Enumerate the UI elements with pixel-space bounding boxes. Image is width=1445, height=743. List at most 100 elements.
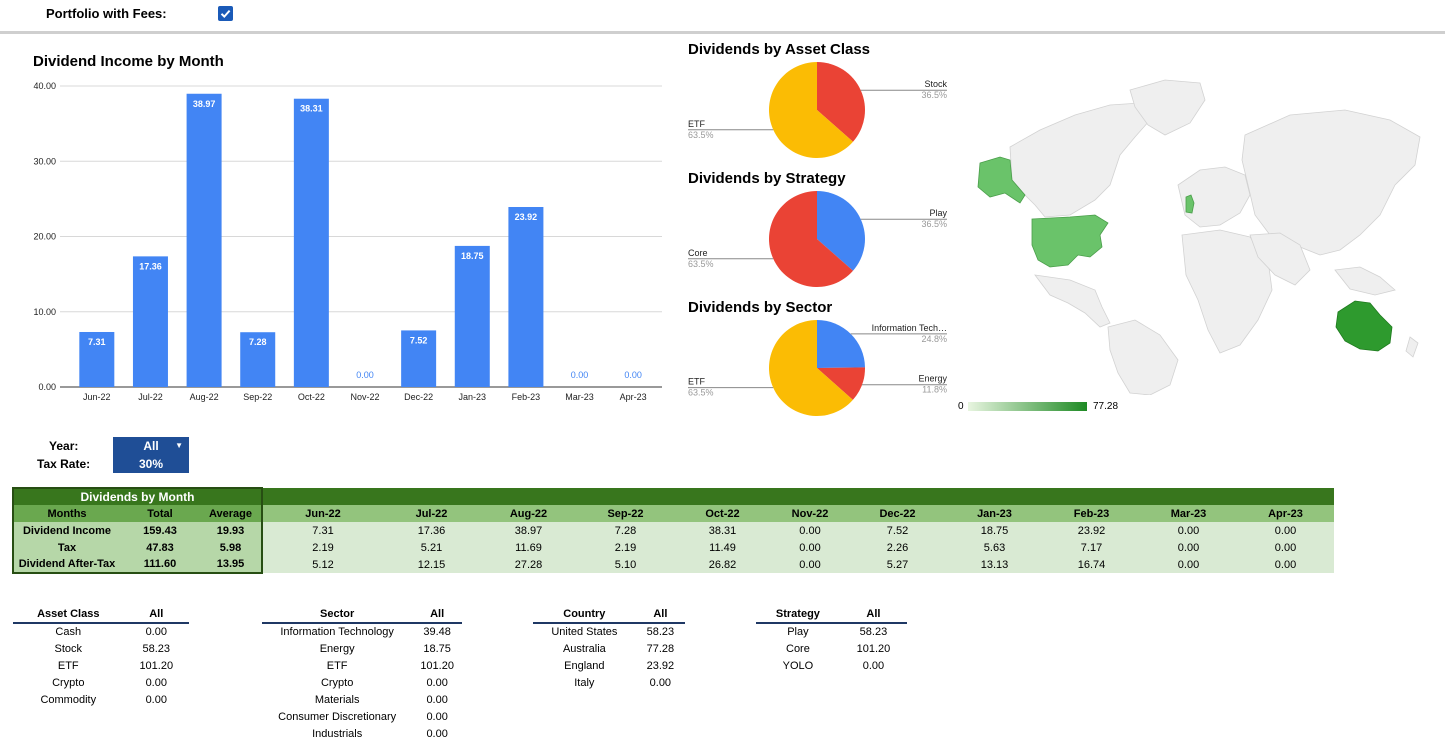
- x-tick-label: Jul-22: [138, 392, 163, 402]
- bar: [79, 331, 115, 387]
- breakdown-label: Australia: [562, 642, 606, 655]
- month-value-cell: 0.00: [1237, 522, 1334, 539]
- month-column-header: Nov-22: [771, 505, 849, 522]
- pie-slice-pct: 63.5%: [688, 388, 714, 398]
- table-row: Tax 47.83 5.98 2.19 5.21 11.69 2.19 11.49 0.00 2.…: [12, 539, 1334, 556]
- map-region-alaska: [977, 156, 1026, 204]
- summary-cell: 159.43: [120, 522, 200, 539]
- x-tick-label: Dec-22: [404, 392, 433, 402]
- map-region-england: [1185, 194, 1195, 214]
- month-value-cell: 0.00: [1237, 556, 1334, 573]
- breakdown-label: Crypto: [52, 676, 85, 689]
- month-value-cell: 11.69: [480, 539, 577, 556]
- map-region-europe: [1177, 166, 1251, 228]
- summary-cell: 13.95: [200, 556, 263, 574]
- map-region-mexico: [1034, 274, 1111, 328]
- month-value-cell: 11.49: [674, 539, 771, 556]
- strategy-table: Strategy All Play 58.23 Core 101.20 YOLO 0.00: [756, 606, 907, 674]
- breakdown-value: 0.00: [145, 676, 167, 689]
- dividends-by-month-table: Dividends by Month Months Total Average Jun-…: [12, 487, 1334, 574]
- pie-slice: [817, 320, 865, 368]
- breakdown-label: ETF: [57, 659, 79, 672]
- y-tick-label: 10.00: [33, 307, 56, 317]
- map-region-south-america: [1107, 319, 1179, 395]
- month-value-cell: 0.00: [771, 556, 849, 573]
- table-row: Core 101.20: [756, 640, 907, 657]
- year-label: Year:: [49, 439, 79, 453]
- row-label: Dividend Income: [12, 522, 120, 539]
- bar: [240, 332, 276, 387]
- breakdown-label: United States: [551, 626, 618, 638]
- breakdown-value: 0.00: [426, 710, 448, 723]
- breakdown-value: 0.00: [862, 659, 885, 672]
- tax-rate-input[interactable]: 30%: [113, 455, 189, 473]
- breakdown-header: Sector: [262, 606, 413, 624]
- month-value-cell: 12.15: [383, 556, 480, 573]
- map-region-africa: [1181, 229, 1273, 354]
- breakdown-value: 77.28: [646, 642, 675, 655]
- fees-checkbox[interactable]: [218, 6, 233, 21]
- table-row: Dividend Income 159.43 19.93 7.31 17.36 38.97…: [12, 522, 1334, 539]
- month-value-cell: 23.92: [1043, 522, 1140, 539]
- pie-slice: [817, 191, 865, 271]
- sector-table: Sector All Information Technology 39.48 Ener…: [262, 606, 462, 742]
- bar-chart-title: Dividend Income by Month: [33, 53, 224, 70]
- month-value-cell: 0.00: [1140, 539, 1237, 556]
- month-value-cell: 38.31: [674, 522, 771, 539]
- breakdown-label: YOLO: [782, 659, 814, 672]
- bar-value-label: 17.36: [139, 261, 162, 271]
- month-value-cell: 17.36: [383, 522, 480, 539]
- table-row: Information Technology 39.48: [262, 623, 462, 640]
- pie-slice-label: Stock: [924, 79, 947, 89]
- x-tick-label: Jun-22: [83, 392, 111, 402]
- checkmark-icon: [220, 9, 231, 19]
- table-row: ETF 101.20: [262, 657, 462, 674]
- table-row: England 23.92: [533, 657, 685, 674]
- pie-slice: [817, 62, 865, 142]
- table-row: Stock 58.23: [13, 640, 189, 657]
- breakdown-value: 0.00: [145, 693, 167, 706]
- year-dropdown[interactable]: All ▼: [113, 437, 189, 455]
- month-value-cell: 0.00: [1140, 522, 1237, 539]
- month-value-cell: 38.97: [480, 522, 577, 539]
- table-row: Dividend After-Tax 111.60 13.95 5.12 12.15 27…: [12, 556, 1334, 574]
- y-tick-label: 0.00: [38, 382, 56, 392]
- breakdown-label: Cash: [55, 626, 82, 638]
- map-region-south-asia: [1249, 232, 1311, 286]
- month-value-cell: 13.13: [946, 556, 1043, 573]
- pie-slice-pct: 11.8%: [922, 385, 947, 395]
- map-region-greenland: [1129, 79, 1206, 136]
- map-region-usa: [1031, 214, 1109, 268]
- breakdown-value: 0.00: [426, 693, 448, 706]
- pie-sector-title: Dividends by Sector: [688, 299, 833, 316]
- table-row: Crypto 0.00: [13, 674, 189, 691]
- bar-value-label: 7.52: [410, 335, 428, 345]
- month-value-cell: 7.31: [262, 522, 383, 539]
- table-row: Materials 0.00: [262, 691, 462, 708]
- breakdown-value: 58.23: [859, 626, 888, 638]
- breakdown-label: Consumer Discretionary: [278, 710, 397, 723]
- dropdown-arrow-icon: ▼: [175, 441, 183, 450]
- month-table-header: Average: [200, 505, 263, 522]
- bar: [454, 245, 490, 387]
- pie-slice-label: Play: [929, 208, 947, 218]
- breakdown-label: Commodity: [40, 693, 97, 706]
- month-value-cell: 16.74: [1043, 556, 1140, 573]
- month-value-cell: 18.75: [946, 522, 1043, 539]
- row-label: Dividend After-Tax: [12, 556, 120, 574]
- x-tick-label: Feb-23: [512, 392, 541, 402]
- month-value-cell: 0.00: [771, 539, 849, 556]
- table-row: Italy 0.00: [533, 674, 685, 691]
- summary-cell: 111.60: [120, 556, 200, 574]
- month-column-header: Oct-22: [674, 505, 771, 522]
- breakdown-header: Country: [533, 606, 636, 624]
- breakdown-label: Italy: [574, 676, 595, 689]
- breakdown-col-header: All: [635, 606, 685, 624]
- breakdown-label: ETF: [326, 659, 348, 672]
- breakdown-label: Stock: [54, 642, 83, 655]
- pie-slice-pct: 36.5%: [921, 219, 947, 229]
- map-region-new-zealand: [1405, 336, 1419, 358]
- month-value-cell: 5.63: [946, 539, 1043, 556]
